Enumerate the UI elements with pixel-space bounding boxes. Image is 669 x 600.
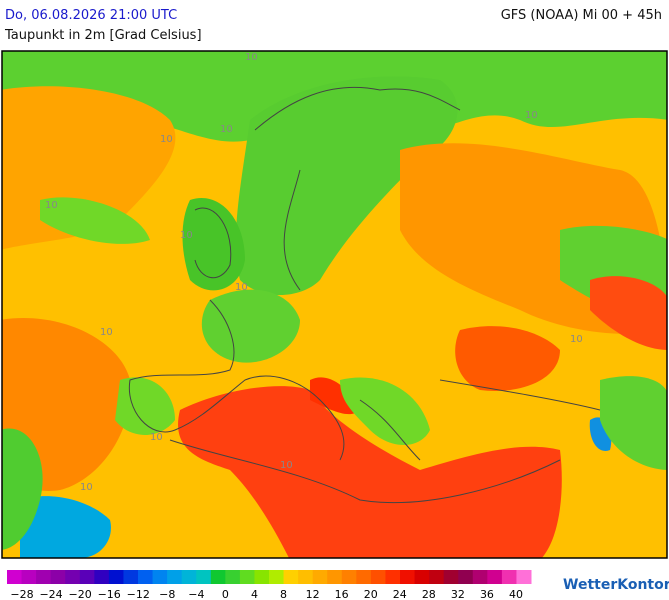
colorbar-swatch	[79, 570, 95, 584]
colorbar-swatch	[225, 570, 241, 584]
colorbar-swatch	[196, 570, 212, 584]
colorbar-swatch	[152, 570, 168, 584]
contour-labels: 10 10 10 10 10 10 10 10 10 10 10 10	[45, 52, 583, 493]
colorbar-swatch	[210, 570, 226, 584]
colorbar-label: 4	[251, 588, 258, 600]
colorbar-swatch	[327, 570, 343, 584]
field-green-levant	[600, 376, 667, 470]
colorbar-swatch	[254, 570, 270, 584]
colorbar-swatch	[181, 570, 197, 584]
colorbar-swatch	[36, 570, 52, 584]
colorbar-swatch	[516, 570, 532, 584]
colorbar-label: −28	[10, 588, 33, 600]
colorbar-label: −24	[39, 588, 62, 600]
colorbar-swatch	[501, 570, 517, 584]
colorbar: −28 −24 −20 −16 −12 −8 −4 0 4 8 12 16 20 24 28 32 36 40	[7, 570, 532, 600]
colorbar-label: 32	[451, 588, 465, 600]
colorbar-swatch	[356, 570, 372, 584]
colorbar-swatch	[458, 570, 474, 584]
colorbar-swatch	[487, 570, 503, 584]
colorbar-swatch	[298, 570, 314, 584]
contour-label: 10	[160, 134, 173, 145]
map: 10 10 10 10 10 10 10 10 10 10 10 10	[2, 51, 667, 558]
contour-label: 10	[280, 460, 293, 471]
colorbar-label: 20	[364, 588, 378, 600]
field-green-atlantic	[40, 197, 150, 244]
colorbar-label: −4	[188, 588, 204, 600]
field-green-france	[201, 289, 300, 363]
field-green-coast	[2, 428, 43, 550]
colorbar-swatch	[94, 570, 110, 584]
colorbar-swatch	[400, 570, 416, 584]
contour-label: 10	[525, 110, 538, 121]
field-red-mediterranean	[178, 386, 562, 558]
colorbar-swatch	[167, 570, 183, 584]
colorbar-swatch	[283, 570, 299, 584]
colorbar-swatch	[443, 570, 459, 584]
contour-label: 10	[235, 282, 248, 293]
colorbar-swatch	[138, 570, 154, 584]
field-green-balkans	[340, 377, 430, 445]
colorbar-swatch	[341, 570, 357, 584]
contour-label: 10	[180, 230, 193, 241]
field-green-scandinavia	[235, 76, 458, 295]
colorbar-swatch	[472, 570, 488, 584]
colorbar-swatch	[429, 570, 445, 584]
colorbar-label: −8	[159, 588, 175, 600]
date-label: Do, 06.08.2026 21:00 UTC	[5, 8, 177, 23]
contour-label: 10	[80, 482, 93, 493]
contour-label: 10	[150, 432, 163, 443]
colorbar-swatch	[370, 570, 386, 584]
contour-label: 10	[45, 200, 58, 211]
colorbar-swatch	[239, 570, 255, 584]
colorbar-label: 8	[280, 588, 287, 600]
coastlines	[128, 86, 601, 504]
colorbar-swatch	[385, 570, 401, 584]
contour-label: 10	[245, 52, 258, 63]
field-red-black-sea	[590, 276, 667, 350]
colorbar-swatch	[50, 570, 66, 584]
colorbar-swatch	[123, 570, 139, 584]
colorbar-label: −12	[127, 588, 150, 600]
colorbar-label: 0	[222, 588, 229, 600]
contour-label: 10	[100, 327, 113, 338]
colorbar-swatch	[312, 570, 328, 584]
colorbar-swatch	[269, 570, 285, 584]
model-label: GFS (NOAA) Mi 00 + 45h	[501, 8, 662, 23]
colorbar-swatch	[108, 570, 124, 584]
colorbar-label: 24	[393, 588, 407, 600]
colorbar-label: 36	[480, 588, 494, 600]
map-frame	[1, 50, 668, 559]
colorbar-swatch	[414, 570, 430, 584]
contour-label: 10	[570, 334, 583, 345]
colorbar-label: 12	[306, 588, 320, 600]
colorbar-label: 16	[335, 588, 349, 600]
contour-label: 10	[220, 124, 233, 135]
field-red-turkey-north	[455, 326, 560, 391]
colorbar-swatch	[7, 570, 23, 584]
field-blue-sahara	[20, 496, 111, 558]
brand-logo: WetterKontor	[563, 577, 669, 593]
colorbar-label: 28	[422, 588, 436, 600]
colorbar-label: −20	[69, 588, 92, 600]
parameter-label: Taupunkt in 2m [Grad Celsius]	[4, 28, 202, 43]
colorbar-swatch	[21, 570, 37, 584]
colorbar-swatch	[65, 570, 81, 584]
colorbar-label: −16	[98, 588, 121, 600]
colorbar-label: 40	[509, 588, 523, 600]
